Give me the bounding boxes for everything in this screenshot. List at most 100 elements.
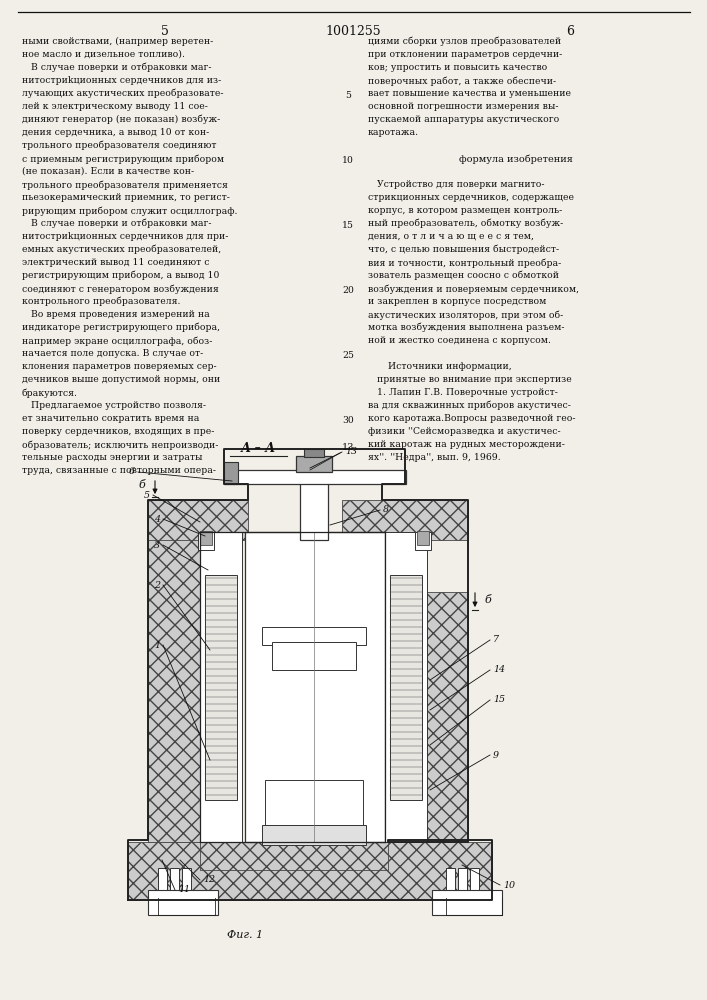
Text: тельные расходы энергии и затраты: тельные расходы энергии и затраты: [22, 453, 202, 462]
Text: 6: 6: [566, 25, 574, 38]
Bar: [265, 780, 363, 840]
Text: 9: 9: [493, 750, 499, 760]
Text: б: б: [139, 480, 145, 490]
Text: (не показан). Если в качестве кон-: (не показан). Если в качестве кон-: [22, 167, 194, 176]
Bar: [200, 842, 388, 870]
Text: клонения параметров поверяемых сер-: клонения параметров поверяемых сер-: [22, 362, 216, 371]
Bar: [432, 890, 502, 915]
Text: 4: 4: [154, 514, 160, 524]
Text: диняют генератор (не показан) возбуж-: диняют генератор (не показан) возбуж-: [22, 115, 221, 124]
Text: основной погрешности измерения вы-: основной погрешности измерения вы-: [368, 102, 559, 111]
Text: 13: 13: [345, 448, 357, 456]
Text: что, с целью повышения быстродейст-: что, с целью повышения быстродейст-: [368, 245, 559, 254]
Text: с приемным регистрирующим прибором: с приемным регистрирующим прибором: [22, 154, 224, 163]
Text: 12: 12: [203, 876, 215, 884]
Bar: [128, 842, 492, 900]
Text: ное масло и дизельное топливо).: ное масло и дизельное топливо).: [22, 50, 185, 59]
Text: пускаемой аппаратуры акустического: пускаемой аппаратуры акустического: [368, 115, 559, 124]
Text: рирующим прибором служит осциллограф.: рирующим прибором служит осциллограф.: [22, 206, 238, 216]
Text: 1. Лапин Г.В. Поверочные устройст-: 1. Лапин Г.В. Поверочные устройст-: [368, 388, 558, 397]
Bar: [169, 897, 180, 910]
Bar: [198, 532, 214, 550]
Text: 15: 15: [493, 696, 505, 704]
Text: пьезокерамический приемник, то регист-: пьезокерамический приемник, то регист-: [22, 193, 230, 202]
Bar: [148, 522, 200, 842]
Text: 1001255: 1001255: [325, 25, 381, 38]
Text: поверку сердечников, входящих в пре-: поверку сердечников, входящих в пре-: [22, 427, 214, 436]
Text: трольного преобразователя соединяют: трольного преобразователя соединяют: [22, 141, 216, 150]
Bar: [388, 592, 468, 842]
Bar: [469, 897, 480, 910]
Text: 1: 1: [154, 641, 160, 650]
Bar: [457, 897, 468, 910]
Text: 10: 10: [342, 156, 354, 165]
Text: дечников выше допустимой нормы, они: дечников выше допустимой нормы, они: [22, 375, 221, 384]
Text: вает повышение качества и уменьшение: вает повышение качества и уменьшение: [368, 89, 571, 98]
Text: мотка возбуждения выполнена разъем-: мотка возбуждения выполнена разъем-: [368, 323, 564, 332]
Text: образователь; исключить непроизводи-: образователь; исключить непроизводи-: [22, 440, 218, 450]
Text: лучающих акустических преобразовате-: лучающих акустических преобразовате-: [22, 89, 223, 99]
Text: 3: 3: [154, 540, 160, 550]
Text: 11: 11: [178, 886, 190, 894]
Text: регистрирующим прибором, а вывод 10: регистрирующим прибором, а вывод 10: [22, 271, 219, 280]
Text: лей к электрическому выводу 11 сое-: лей к электрическому выводу 11 сое-: [22, 102, 208, 111]
Text: 15: 15: [342, 221, 354, 230]
Text: 14: 14: [493, 666, 505, 674]
Text: и закреплен в корпусе посредством: и закреплен в корпусе посредством: [368, 297, 547, 306]
Bar: [200, 531, 212, 545]
Text: ков; упростить и повысить качество: ков; упростить и повысить качество: [368, 63, 547, 72]
Text: Во время проведения измерений на: Во время проведения измерений на: [22, 310, 210, 319]
Bar: [157, 897, 168, 910]
Bar: [182, 868, 191, 898]
Text: бракуются.: бракуются.: [22, 388, 78, 397]
Text: корпус, в котором размещен контроль-: корпус, в котором размещен контроль-: [368, 206, 562, 215]
Bar: [200, 532, 242, 842]
Text: при отклонении параметров сердечни-: при отклонении параметров сердечни-: [368, 50, 562, 59]
Bar: [205, 575, 237, 800]
Text: контрольного преобразователя.: контрольного преобразователя.: [22, 297, 180, 306]
Text: 7: 7: [493, 636, 499, 645]
Bar: [262, 825, 366, 845]
Text: индикаторе регистрирующего прибора,: индикаторе регистрирующего прибора,: [22, 323, 220, 332]
Text: ях''. ''Недра'', вып. 9, 1969.: ях''. ''Недра'', вып. 9, 1969.: [368, 453, 501, 462]
Text: кий каротаж на рудных месторождени-: кий каротаж на рудных месторождени-: [368, 440, 565, 449]
Text: формула изобретения: формула изобретения: [459, 154, 573, 163]
Text: каротажа.: каротажа.: [368, 128, 419, 137]
Bar: [245, 532, 385, 842]
Text: нитостриkционных сердечников для при-: нитостриkционных сердечников для при-: [22, 232, 228, 241]
Bar: [170, 868, 179, 898]
Bar: [417, 531, 429, 545]
Text: физики ''Сейсморазведка и акустичес-: физики ''Сейсморазведка и акустичес-: [368, 427, 561, 436]
Text: циями сборки узлов преобразователей: циями сборки узлов преобразователей: [368, 37, 561, 46]
Text: стрикционных сердечников, содержащее: стрикционных сердечников, содержащее: [368, 193, 574, 202]
Text: 5: 5: [345, 91, 351, 100]
Text: труда, связанные с повторными опера-: труда, связанные с повторными опера-: [22, 466, 216, 475]
Bar: [158, 868, 167, 898]
Text: 13: 13: [342, 443, 354, 452]
Bar: [248, 650, 380, 780]
Bar: [385, 532, 427, 842]
Text: например экране осциллографа, обоз-: например экране осциллографа, обоз-: [22, 336, 212, 346]
Text: ва для скважинных приборов акустичес-: ва для скважинных приборов акустичес-: [368, 401, 571, 410]
Text: 30: 30: [342, 416, 354, 425]
Text: Предлагаемое устройство позволя-: Предлагаемое устройство позволя-: [22, 401, 206, 410]
Bar: [446, 868, 455, 898]
Bar: [470, 868, 479, 898]
Text: акустических изоляторов, при этом об-: акустических изоляторов, при этом об-: [368, 310, 563, 320]
Text: 20: 20: [342, 286, 354, 295]
Text: трольного преобразователя применяется: трольного преобразователя применяется: [22, 180, 228, 190]
Text: Устройство для поверки магнито-: Устройство для поверки магнито-: [368, 180, 544, 189]
Text: 10: 10: [503, 880, 515, 890]
Text: В случае поверки и отбраковки маг-: В случае поверки и отбраковки маг-: [22, 219, 211, 229]
Text: 6: 6: [129, 468, 135, 477]
Text: А – А: А – А: [240, 442, 276, 455]
Bar: [148, 500, 248, 540]
Text: дения, о т л и ч а ю щ е е с я тем,: дения, о т л и ч а ю щ е е с я тем,: [368, 232, 534, 241]
Text: ной и жестко соединена с корпусом.: ной и жестко соединена с корпусом.: [368, 336, 551, 345]
Text: емных акустических преобразователей,: емных акустических преобразователей,: [22, 245, 221, 254]
Text: возбуждения и поверяемым сердечником,: возбуждения и поверяемым сердечником,: [368, 284, 579, 294]
Text: Источники информации,: Источники информации,: [388, 362, 512, 371]
Bar: [224, 470, 406, 484]
Text: электрический вывод 11 соединяют с: электрический вывод 11 соединяют с: [22, 258, 209, 267]
Text: принятые во внимание при экспертизе: принятые во внимание при экспертизе: [368, 375, 572, 384]
